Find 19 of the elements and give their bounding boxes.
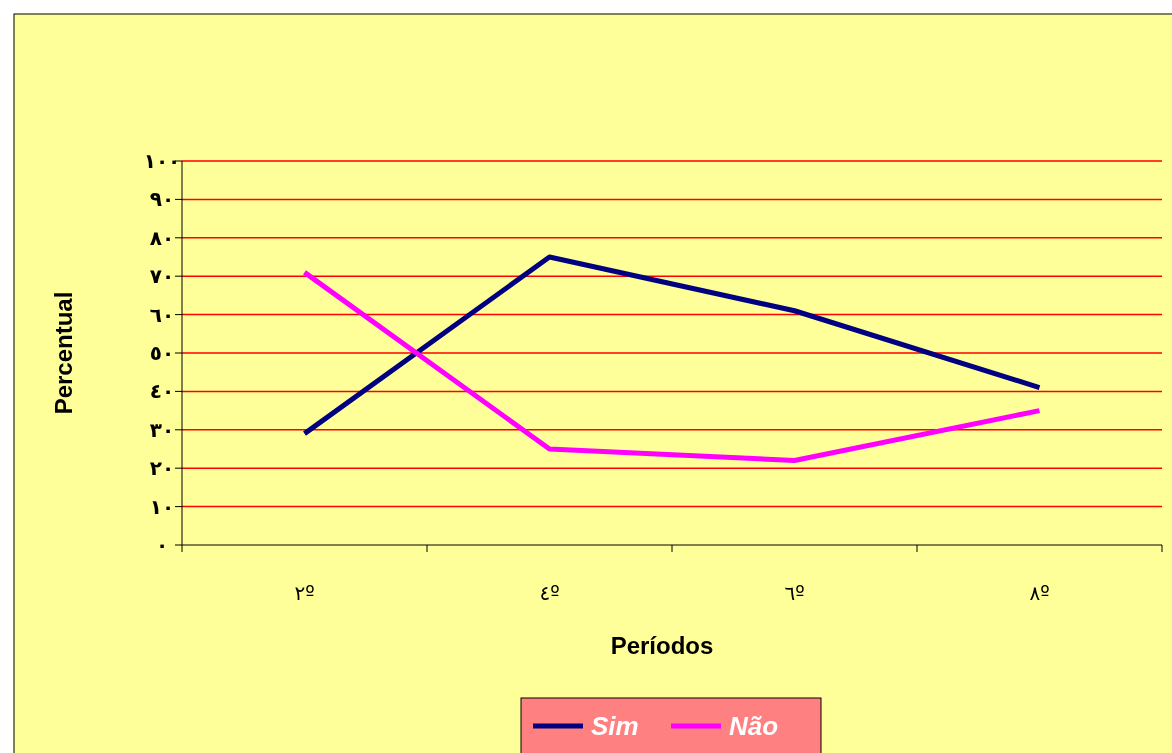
y-tick-label: ١٠٠ bbox=[143, 149, 181, 173]
x-axis-title: Períodos bbox=[610, 632, 714, 659]
x-tick-label: ٤º bbox=[539, 581, 560, 605]
y-tick-label: ٣٠ bbox=[149, 417, 175, 442]
y-tick-label: ٢٠ bbox=[149, 456, 175, 481]
x-tick-label: ٦º bbox=[784, 581, 805, 605]
y-tick-label: ٨٠ bbox=[149, 225, 175, 250]
y-tick-label: ٩٠ bbox=[149, 187, 175, 212]
legend-label: Não bbox=[729, 711, 779, 742]
y-tick-label: ٧٠ bbox=[149, 264, 175, 289]
y-tick-label: ٥٠ bbox=[149, 341, 175, 365]
y-tick-label: ٤٠ bbox=[149, 379, 175, 404]
legend-label: Sim bbox=[591, 711, 639, 742]
y-tick-label: ٠ bbox=[155, 533, 169, 557]
x-tick-label: ٢º bbox=[294, 581, 315, 605]
y-tick-label: ١٠ bbox=[149, 494, 175, 519]
x-tick-label: ٨º bbox=[1029, 581, 1050, 605]
y-axis-title: Percentual bbox=[50, 291, 77, 415]
y-tick-label: ٦٠ bbox=[149, 302, 175, 327]
